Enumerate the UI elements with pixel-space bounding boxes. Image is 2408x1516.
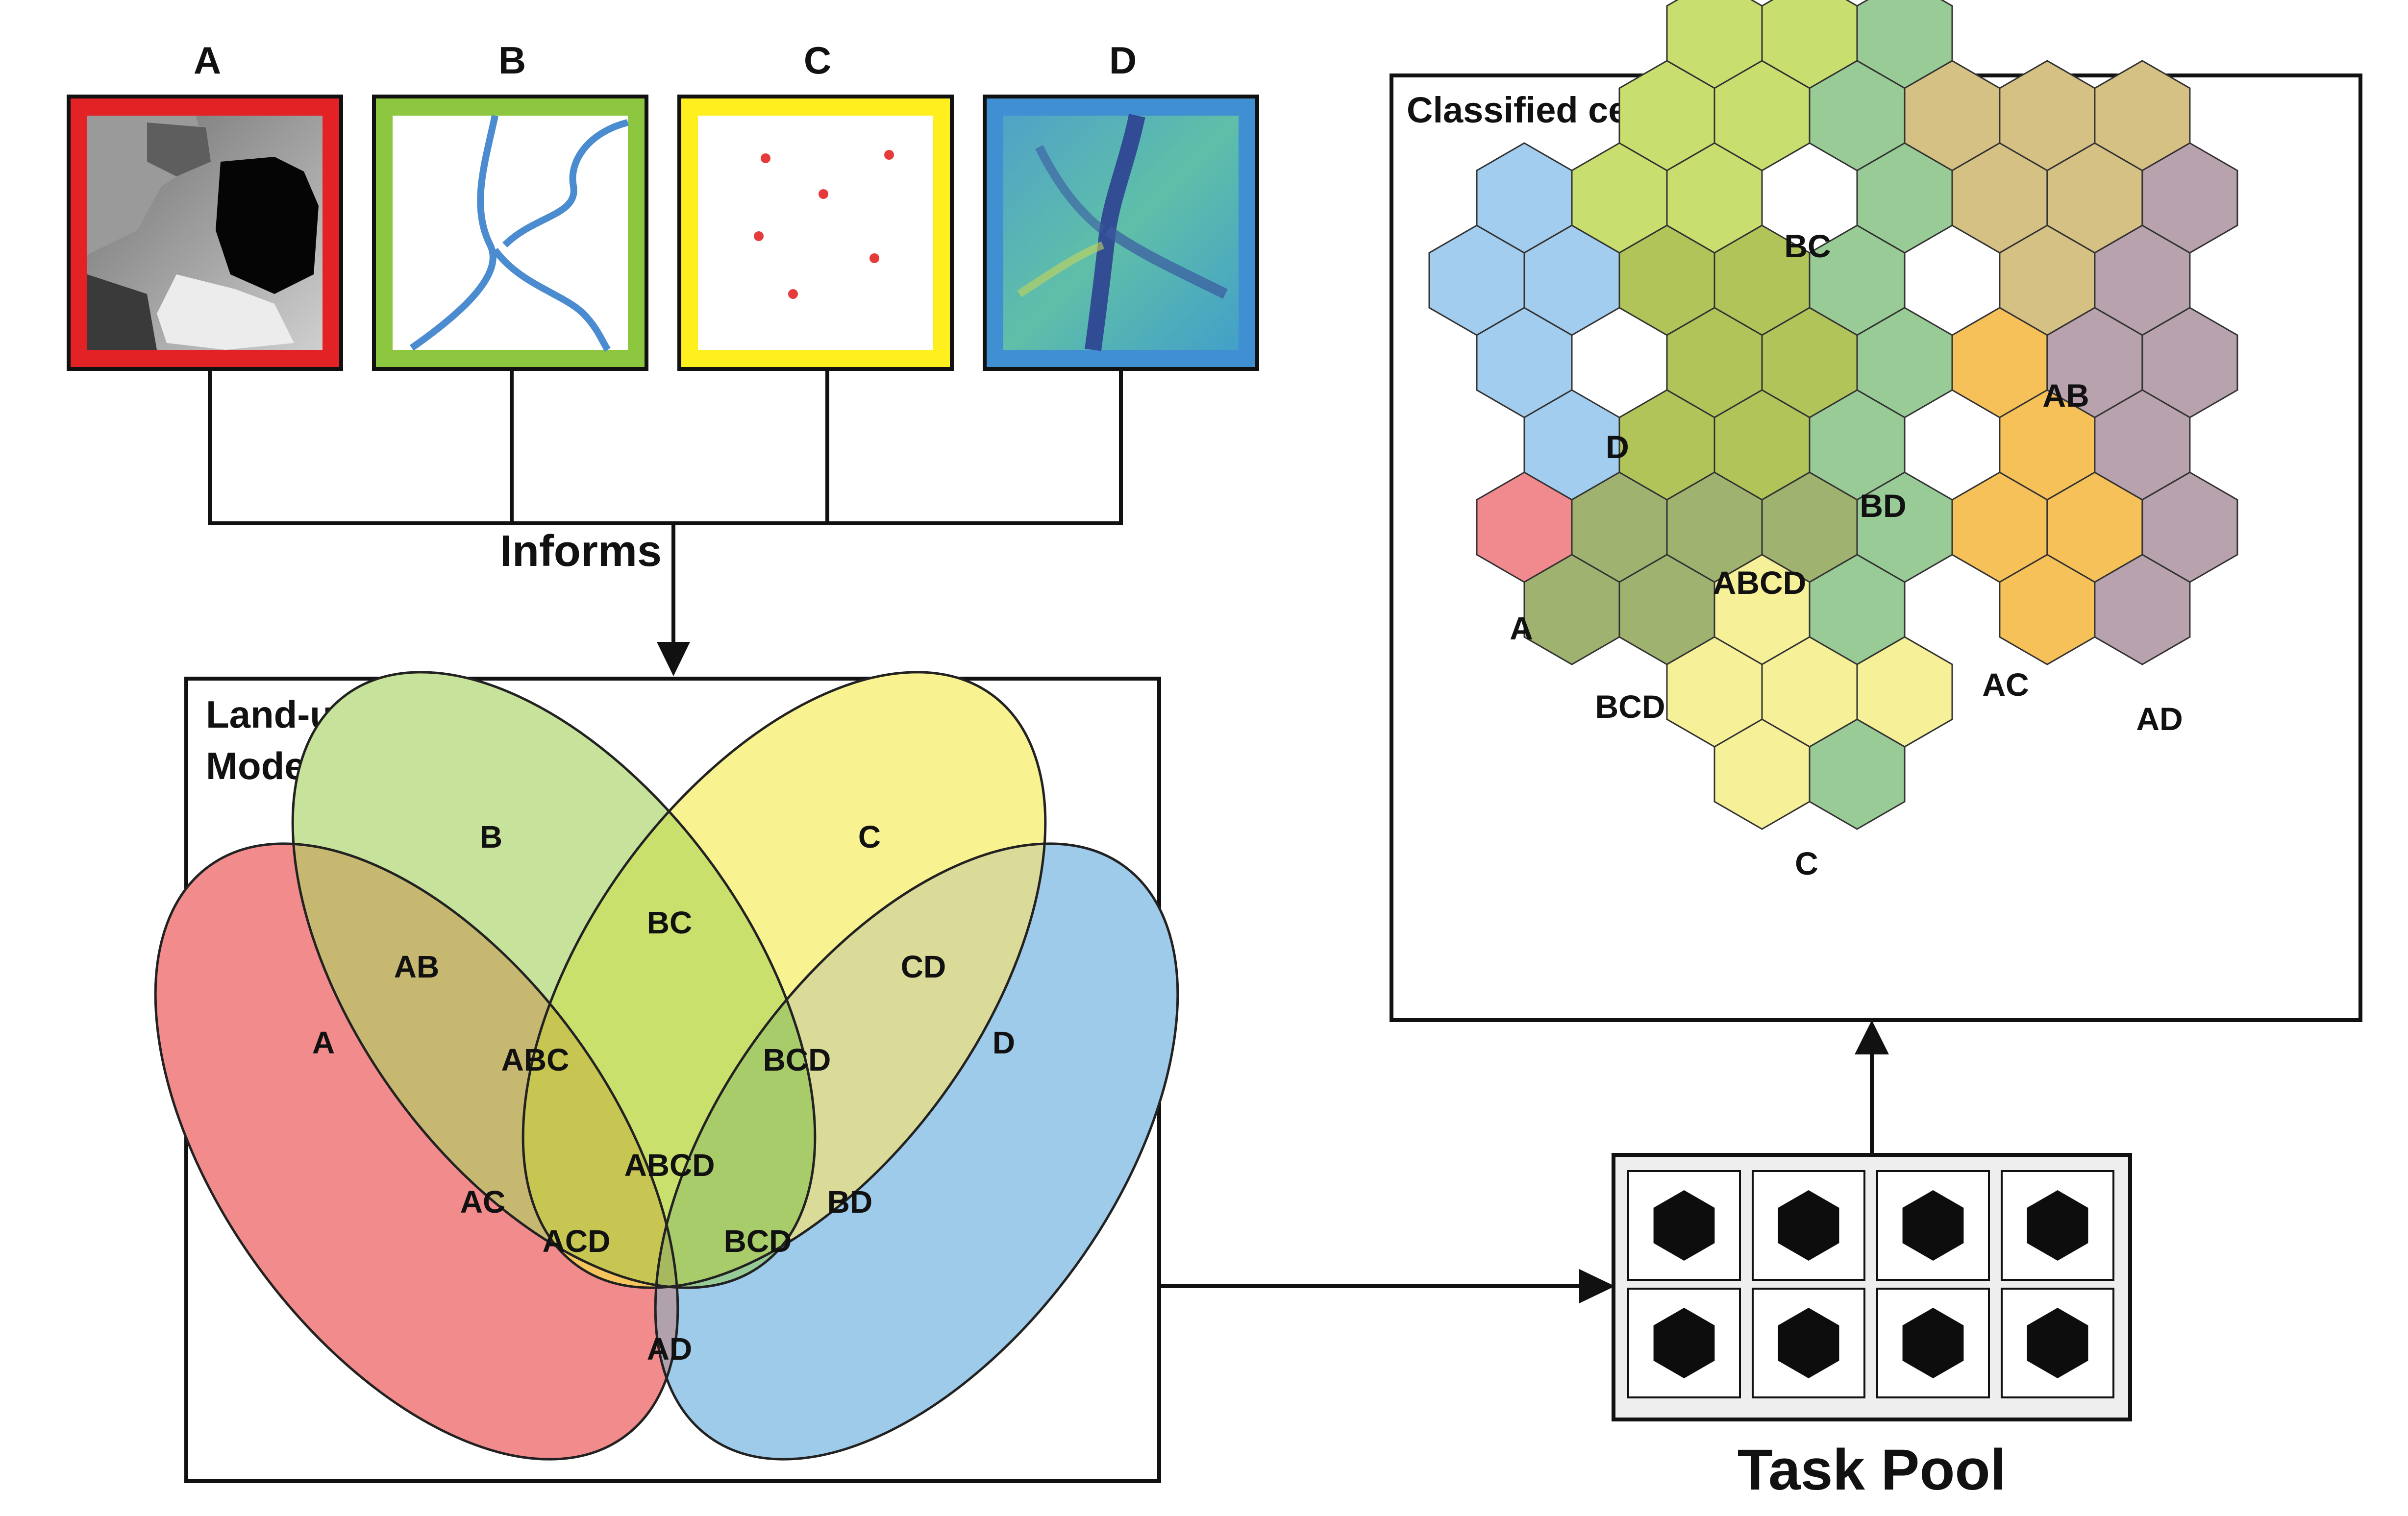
- hex-cell: [1856, 636, 1953, 748]
- venn-label: ABCD: [624, 1148, 715, 1183]
- cell-region-label: ABCD: [1713, 564, 1807, 601]
- layer-panel-d: D: [983, 39, 1259, 371]
- layer-panel-a: A: [67, 39, 343, 371]
- point-marker: [761, 153, 770, 163]
- hex-region-labels: BC D AB BD ABCD A BCD AC AD C: [1510, 228, 2183, 881]
- layer-panel-b: B: [372, 39, 648, 371]
- task-cell: [2001, 1288, 2114, 1398]
- hex-cell-map: [1428, 0, 2238, 830]
- venn-label: ABC: [501, 1042, 570, 1077]
- categorical-map-patch: [157, 274, 294, 350]
- cell-region-label: BC: [1784, 228, 1831, 264]
- layer-label-b: B: [498, 39, 526, 82]
- hex-cell: [1666, 636, 1763, 748]
- point-data-thumbnail: [698, 116, 933, 350]
- categorical-map-patch: [216, 157, 319, 294]
- layer-label-a: A: [194, 39, 221, 82]
- venn-diagram: A B C D AB BC CD ABC BCD AC ABCD BD ACD …: [154, 637, 1179, 1516]
- river-network-thumbnail: [393, 116, 628, 350]
- hex-cell: [2141, 142, 2238, 254]
- task-pool: Task Pool: [1612, 1153, 2132, 1502]
- hexagon-task-icon: [1902, 1190, 1964, 1261]
- hexagon-task-icon: [1653, 1308, 1715, 1378]
- venn-label: BC: [647, 905, 692, 940]
- venn-label: B: [480, 819, 502, 855]
- point-marker: [819, 189, 828, 199]
- layer-label-c: C: [804, 39, 831, 82]
- surface-ridge: [1017, 241, 1104, 297]
- hexagon-task-icon: [2027, 1190, 2088, 1261]
- venn-label: BCD: [763, 1042, 831, 1077]
- cell-region-label: BCD: [1595, 688, 1665, 725]
- venn-label: BD: [827, 1184, 872, 1220]
- layer-panel-c: C: [677, 39, 954, 371]
- venn-label: C: [858, 819, 881, 855]
- task-grid: [1627, 1170, 2114, 1398]
- hexagon-task-icon: [1653, 1190, 1715, 1261]
- cell-region-label: AB: [2042, 377, 2089, 414]
- surface-ridge: [1035, 145, 1106, 234]
- cell-region-label: AD: [2136, 701, 2183, 737]
- pool-to-classified-arrowhead: [1855, 1020, 1889, 1054]
- model-to-pool-arrowhead: [1579, 1269, 1615, 1303]
- river-line: [492, 247, 611, 352]
- hexagon-task-icon: [1778, 1190, 1839, 1261]
- informs-label: Informs: [500, 527, 662, 576]
- cell-region-label: A: [1510, 610, 1533, 646]
- hexagon-task-icon: [1902, 1308, 1964, 1378]
- venn-ellipse-d: [655, 843, 1178, 1460]
- layer-label-d: D: [1109, 39, 1137, 82]
- cell-region-label: C: [1795, 845, 1818, 881]
- cell-region-label: BD: [1860, 488, 1906, 524]
- point-marker: [754, 231, 764, 241]
- venn-label: AB: [394, 949, 439, 984]
- venn-label: D: [993, 1025, 1015, 1060]
- venn-label: A: [312, 1025, 335, 1060]
- venn-label: AC: [460, 1184, 505, 1220]
- surface-ridge: [1104, 226, 1228, 299]
- hex-cell: [2094, 554, 2191, 665]
- cell-region-label: D: [1606, 429, 1629, 465]
- cell-region-label: AC: [1982, 666, 2029, 703]
- venn-label: AD: [647, 1331, 692, 1367]
- hexagon-task-icon: [1778, 1308, 1839, 1378]
- categorical-map-patch: [147, 122, 211, 176]
- river-line: [502, 119, 629, 247]
- informs-arrowhead: [657, 642, 690, 676]
- river-line: [409, 115, 498, 351]
- categorical-map-patch: [87, 274, 157, 350]
- point-marker: [869, 253, 879, 263]
- venn-label: ACD: [543, 1223, 611, 1259]
- venn-ellipse-a: [155, 843, 678, 1460]
- task-pool-label: Task Pool: [1738, 1438, 2007, 1502]
- point-marker: [884, 150, 894, 160]
- venn-label: CD: [901, 949, 946, 984]
- inform-connectors: [208, 369, 1123, 642]
- hexagon-task-icon: [2027, 1308, 2088, 1378]
- venn-label: BCD: [724, 1223, 792, 1259]
- point-marker: [788, 289, 798, 299]
